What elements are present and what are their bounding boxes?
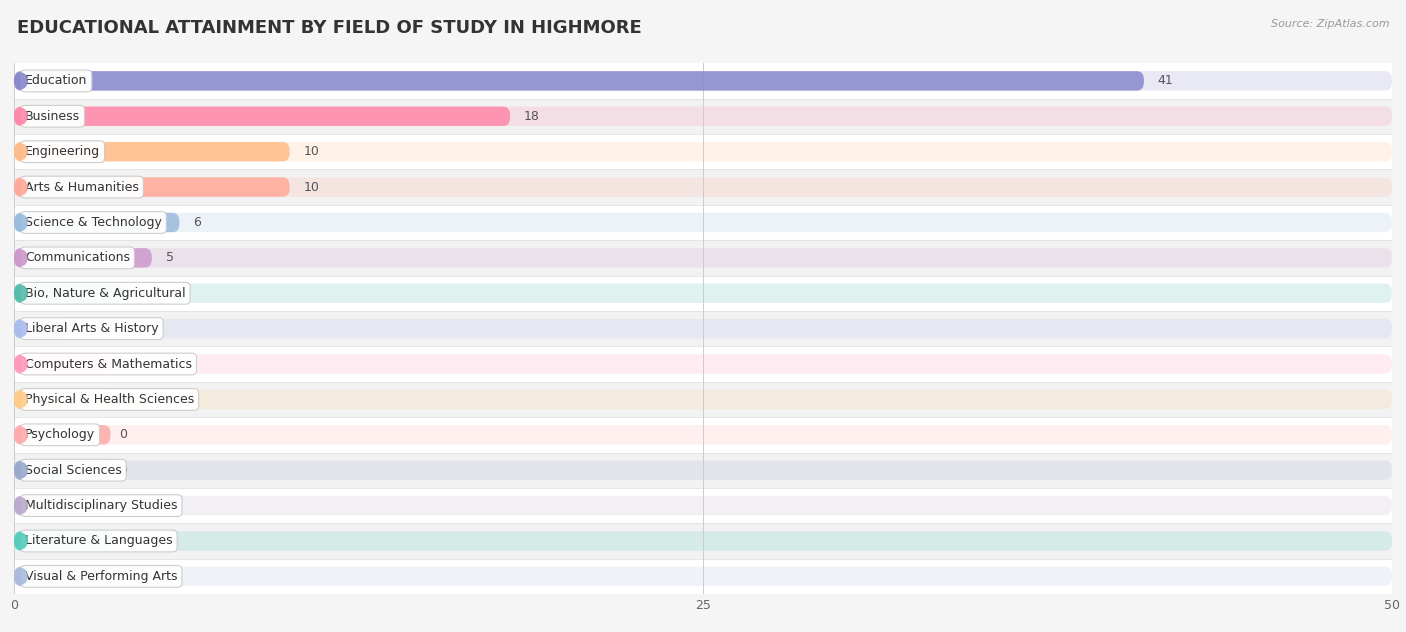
Circle shape bbox=[15, 179, 27, 195]
FancyBboxPatch shape bbox=[14, 390, 111, 409]
FancyBboxPatch shape bbox=[14, 134, 1392, 169]
FancyBboxPatch shape bbox=[14, 169, 1392, 205]
Text: 41: 41 bbox=[1157, 75, 1174, 87]
FancyBboxPatch shape bbox=[14, 488, 1392, 523]
FancyBboxPatch shape bbox=[14, 319, 1392, 338]
Text: Social Sciences: Social Sciences bbox=[25, 464, 122, 477]
FancyBboxPatch shape bbox=[14, 496, 111, 515]
Text: Psychology: Psychology bbox=[25, 428, 96, 441]
Circle shape bbox=[15, 392, 27, 407]
FancyBboxPatch shape bbox=[14, 178, 290, 197]
Circle shape bbox=[15, 109, 27, 124]
FancyBboxPatch shape bbox=[14, 311, 1392, 346]
FancyBboxPatch shape bbox=[14, 284, 124, 303]
FancyBboxPatch shape bbox=[14, 213, 180, 232]
Text: 10: 10 bbox=[304, 181, 319, 193]
FancyBboxPatch shape bbox=[14, 567, 1392, 586]
FancyBboxPatch shape bbox=[14, 284, 1392, 303]
Text: 6: 6 bbox=[193, 216, 201, 229]
FancyBboxPatch shape bbox=[14, 248, 152, 267]
FancyBboxPatch shape bbox=[14, 142, 290, 161]
Text: Bio, Nature & Agricultural: Bio, Nature & Agricultural bbox=[25, 287, 186, 300]
Text: 0: 0 bbox=[118, 464, 127, 477]
FancyBboxPatch shape bbox=[14, 71, 1144, 90]
FancyBboxPatch shape bbox=[14, 382, 1392, 417]
Text: EDUCATIONAL ATTAINMENT BY FIELD OF STUDY IN HIGHMORE: EDUCATIONAL ATTAINMENT BY FIELD OF STUDY… bbox=[17, 19, 641, 37]
Text: Business: Business bbox=[25, 110, 80, 123]
Text: Physical & Health Sciences: Physical & Health Sciences bbox=[25, 393, 194, 406]
FancyBboxPatch shape bbox=[14, 355, 1392, 374]
FancyBboxPatch shape bbox=[14, 453, 1392, 488]
Text: 0: 0 bbox=[118, 393, 127, 406]
Circle shape bbox=[15, 321, 27, 336]
FancyBboxPatch shape bbox=[14, 99, 1392, 134]
Text: Engineering: Engineering bbox=[25, 145, 100, 158]
FancyBboxPatch shape bbox=[14, 532, 1392, 550]
Text: Education: Education bbox=[25, 75, 87, 87]
Text: 0: 0 bbox=[118, 535, 127, 547]
FancyBboxPatch shape bbox=[14, 107, 1392, 126]
Circle shape bbox=[15, 569, 27, 584]
FancyBboxPatch shape bbox=[14, 355, 111, 374]
Circle shape bbox=[15, 144, 27, 159]
Circle shape bbox=[15, 533, 27, 549]
Text: 10: 10 bbox=[304, 145, 319, 158]
Text: Computers & Mathematics: Computers & Mathematics bbox=[25, 358, 193, 370]
Text: 0: 0 bbox=[118, 428, 127, 441]
Text: Arts & Humanities: Arts & Humanities bbox=[25, 181, 139, 193]
FancyBboxPatch shape bbox=[14, 346, 1392, 382]
Circle shape bbox=[15, 215, 27, 230]
Circle shape bbox=[15, 250, 27, 265]
FancyBboxPatch shape bbox=[14, 417, 1392, 453]
FancyBboxPatch shape bbox=[14, 248, 1392, 267]
FancyBboxPatch shape bbox=[14, 213, 1392, 232]
Circle shape bbox=[15, 463, 27, 478]
Text: 4: 4 bbox=[138, 287, 146, 300]
FancyBboxPatch shape bbox=[14, 240, 1392, 276]
FancyBboxPatch shape bbox=[14, 107, 510, 126]
Text: Multidisciplinary Studies: Multidisciplinary Studies bbox=[25, 499, 177, 512]
Text: 5: 5 bbox=[166, 252, 173, 264]
FancyBboxPatch shape bbox=[14, 523, 1392, 559]
FancyBboxPatch shape bbox=[14, 142, 1392, 161]
Text: Visual & Performing Arts: Visual & Performing Arts bbox=[25, 570, 177, 583]
FancyBboxPatch shape bbox=[14, 532, 111, 550]
Circle shape bbox=[15, 498, 27, 513]
Text: 2: 2 bbox=[83, 322, 91, 335]
Text: 18: 18 bbox=[524, 110, 540, 123]
Text: Communications: Communications bbox=[25, 252, 131, 264]
Circle shape bbox=[15, 427, 27, 442]
Text: Science & Technology: Science & Technology bbox=[25, 216, 162, 229]
FancyBboxPatch shape bbox=[14, 567, 111, 586]
Circle shape bbox=[15, 286, 27, 301]
FancyBboxPatch shape bbox=[14, 178, 1392, 197]
FancyBboxPatch shape bbox=[14, 461, 1392, 480]
Circle shape bbox=[15, 356, 27, 372]
FancyBboxPatch shape bbox=[14, 276, 1392, 311]
Text: Source: ZipAtlas.com: Source: ZipAtlas.com bbox=[1271, 19, 1389, 29]
Text: 0: 0 bbox=[118, 570, 127, 583]
FancyBboxPatch shape bbox=[14, 559, 1392, 594]
Circle shape bbox=[15, 73, 27, 88]
Text: 0: 0 bbox=[118, 358, 127, 370]
FancyBboxPatch shape bbox=[14, 496, 1392, 515]
Text: Literature & Languages: Literature & Languages bbox=[25, 535, 173, 547]
FancyBboxPatch shape bbox=[14, 461, 111, 480]
FancyBboxPatch shape bbox=[14, 71, 1392, 90]
FancyBboxPatch shape bbox=[14, 205, 1392, 240]
FancyBboxPatch shape bbox=[14, 390, 1392, 409]
FancyBboxPatch shape bbox=[14, 319, 69, 338]
Text: Liberal Arts & History: Liberal Arts & History bbox=[25, 322, 159, 335]
FancyBboxPatch shape bbox=[14, 425, 1392, 444]
FancyBboxPatch shape bbox=[14, 425, 111, 444]
Text: 0: 0 bbox=[118, 499, 127, 512]
FancyBboxPatch shape bbox=[14, 63, 1392, 99]
